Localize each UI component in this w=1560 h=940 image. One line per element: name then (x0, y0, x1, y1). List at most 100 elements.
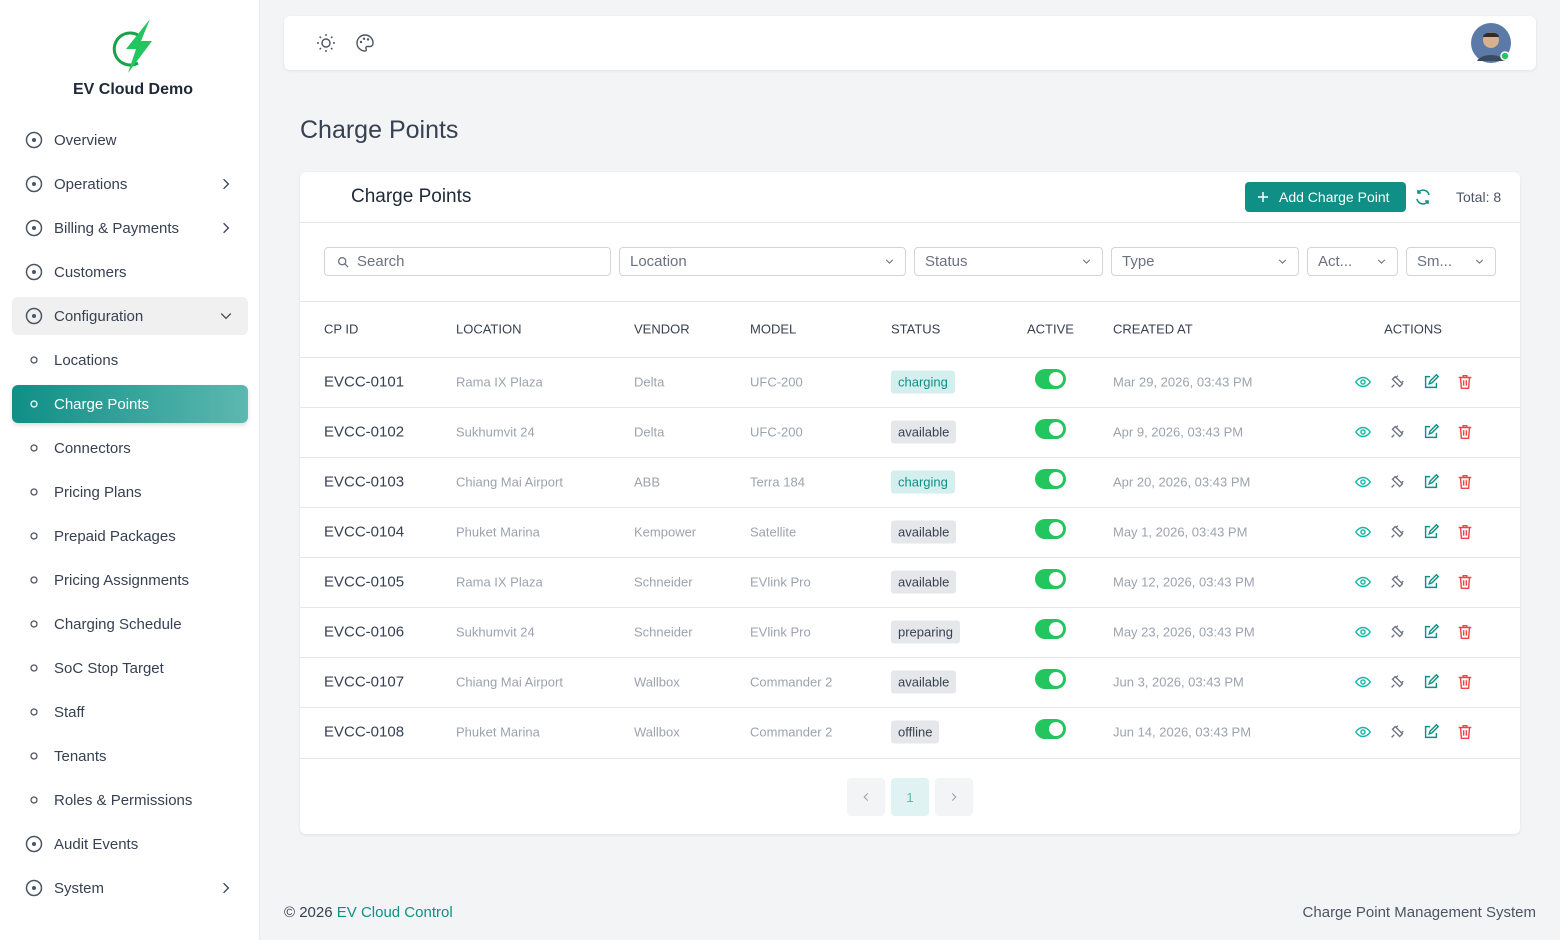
active-toggle[interactable] (1035, 419, 1066, 439)
refresh-button[interactable] (1414, 188, 1432, 206)
delete-button[interactable] (1456, 573, 1474, 591)
icon (1424, 573, 1440, 589)
icon (1458, 374, 1472, 390)
nav-item[interactable]: Billing & Payments (12, 209, 248, 247)
view-button[interactable] (1354, 423, 1372, 441)
nav-item[interactable]: Roles & Permissions (12, 781, 248, 819)
icon (30, 356, 38, 364)
active-toggle[interactable] (1035, 669, 1066, 689)
filter[interactable]: Type (1111, 247, 1299, 276)
nav-item[interactable]: Pricing Plans (12, 473, 248, 511)
nav-item[interactable]: Staff (12, 693, 248, 731)
status-badge: charging (891, 470, 955, 494)
active-toggle[interactable] (1035, 519, 1066, 539)
status-badge: available (891, 670, 957, 694)
page-arrow[interactable] (847, 778, 885, 816)
page-number[interactable]: 1 (891, 778, 929, 816)
icon (1354, 426, 1372, 438)
nav-item[interactable]: Overview (12, 121, 248, 159)
view-button[interactable] (1354, 723, 1372, 741)
delete-button[interactable] (1456, 673, 1474, 691)
delete-button[interactable] (1456, 473, 1474, 491)
edit-button[interactable] (1422, 423, 1440, 441)
icon (1424, 523, 1440, 539)
active-toggle[interactable] (1035, 619, 1066, 639)
cell: Sukhumvit 24 (456, 624, 535, 640)
view-button[interactable] (1354, 373, 1372, 391)
edit-button[interactable] (1422, 473, 1440, 491)
nav-item[interactable]: Connectors (12, 429, 248, 467)
edit-button[interactable] (1422, 623, 1440, 641)
icon (1391, 575, 1404, 588)
delete-button[interactable] (1456, 623, 1474, 641)
nav-item[interactable]: Operations (12, 165, 248, 203)
toggle-knob (1049, 422, 1063, 436)
connect-button[interactable] (1388, 373, 1406, 391)
cell: Chiang Mai Airport (456, 674, 563, 690)
nav-label: Charging Schedule (54, 615, 182, 633)
theme-toggle[interactable] (316, 33, 336, 53)
nav-label: Pricing Assignments (54, 571, 190, 589)
cell: EVCC-0107 (324, 673, 405, 691)
copyright: © 2026 (284, 904, 333, 921)
nav-item[interactable]: Charge Points (12, 385, 248, 423)
nav-item[interactable]: System (12, 869, 248, 907)
edit-button[interactable] (1422, 723, 1440, 741)
filter[interactable]: Sm... (1406, 247, 1496, 276)
delete-button[interactable] (1456, 723, 1474, 741)
connect-button[interactable] (1388, 573, 1406, 591)
view-button[interactable] (1354, 623, 1372, 641)
nav-item[interactable]: Pricing Assignments (12, 561, 248, 599)
add-button[interactable]: Add Charge Point (1245, 182, 1406, 212)
connect-button[interactable] (1388, 723, 1406, 741)
page-arrow[interactable] (935, 778, 973, 816)
connect-button[interactable] (1388, 473, 1406, 491)
footer-link[interactable]: EV Cloud Control (336, 904, 453, 921)
connect-button[interactable] (1388, 623, 1406, 641)
active-toggle[interactable] (1035, 469, 1066, 489)
filter[interactable]: Search (324, 247, 611, 276)
connect-button[interactable] (1388, 523, 1406, 541)
palette-button[interactable] (355, 33, 375, 53)
active-toggle[interactable] (1035, 569, 1066, 589)
icon (25, 263, 43, 281)
delete-button[interactable] (1456, 373, 1474, 391)
view-button[interactable] (1354, 673, 1372, 691)
icon (30, 620, 38, 628)
nav-label: Prepaid Packages (54, 527, 176, 545)
active-toggle[interactable] (1035, 719, 1066, 739)
filter[interactable]: Location (619, 247, 906, 276)
icon (30, 664, 38, 672)
cell: Kempower (634, 524, 697, 540)
nav-item[interactable]: SoC Stop Target (12, 649, 248, 687)
status-badge: offline (891, 720, 940, 744)
cell: EVCC-0103 (324, 473, 405, 491)
add-button-label: Add Charge Point (1279, 189, 1390, 205)
nav-item[interactable]: Prepaid Packages (12, 517, 248, 555)
nav-item[interactable]: Tenants (12, 737, 248, 775)
nav-item[interactable]: Locations (12, 341, 248, 379)
row-divider (300, 707, 1520, 708)
icon (1458, 624, 1472, 640)
nav-item[interactable]: Charging Schedule (12, 605, 248, 643)
icon (1391, 625, 1404, 638)
delete-button[interactable] (1456, 523, 1474, 541)
edit-button[interactable] (1422, 673, 1440, 691)
filter[interactable]: Act... (1307, 247, 1398, 276)
connect-button[interactable] (1388, 423, 1406, 441)
view-button[interactable] (1354, 523, 1372, 541)
connect-button[interactable] (1388, 673, 1406, 691)
nav-item[interactable]: Audit Events (12, 825, 248, 863)
delete-button[interactable] (1456, 423, 1474, 441)
active-toggle[interactable] (1035, 369, 1066, 389)
edit-button[interactable] (1422, 373, 1440, 391)
nav-item[interactable]: Customers (12, 253, 248, 291)
filter[interactable]: Status (914, 247, 1103, 276)
view-button[interactable] (1354, 473, 1372, 491)
user-avatar[interactable] (1471, 23, 1513, 65)
view-button[interactable] (1354, 573, 1372, 591)
nav-item[interactable]: Configuration (12, 297, 248, 335)
edit-button[interactable] (1422, 523, 1440, 541)
edit-button[interactable] (1422, 573, 1440, 591)
